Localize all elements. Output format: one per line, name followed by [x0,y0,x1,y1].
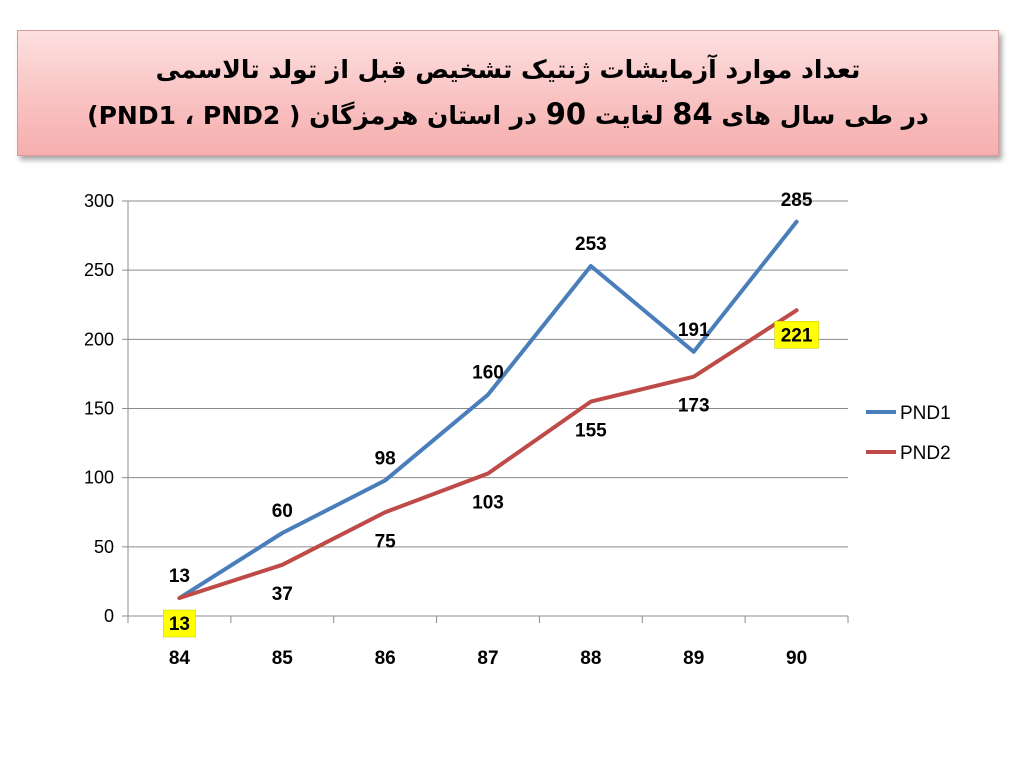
y-tick-label: 150 [84,399,114,419]
data-label-pnd2: 173 [678,396,710,417]
y-tick-label: 250 [84,260,114,280]
x-tick-label: 90 [786,648,807,669]
data-label-pnd2: 13 [169,614,190,635]
legend-label-pnd1: PND1 [900,403,951,424]
x-tick-label: 85 [272,648,294,669]
y-tick-label: 100 [84,468,114,488]
title-line-2-part-c: در استان هرمزگان [309,101,538,130]
title-year-start: 84 [672,97,713,131]
series-line-pnd2 [177,308,799,601]
data-label-pnd2: 103 [472,493,504,514]
series-lines [177,219,799,601]
x-tick-label: 86 [375,648,396,669]
x-tick-label: 84 [169,648,191,669]
data-label-pnd2: 221 [781,325,813,346]
y-tick-label: 50 [94,537,114,557]
data-label-pnd1: 191 [678,320,710,341]
legend: PND1 PND2 [866,403,951,464]
data-label-pnd2: 75 [375,531,397,552]
data-label-pnd1: 13 [169,566,190,587]
data-label-pnd1: 285 [781,190,813,211]
data-label-pnd1: 160 [472,363,504,384]
title-banner: تعداد موارد آزمایشات ژنتیک تشخیص قبل از … [17,30,999,156]
legend-label-pnd2: PND2 [900,443,951,464]
data-label-highlight [774,321,819,349]
grid-lines [128,200,848,548]
title-line-1: تعداد موارد آزمایشات ژنتیک تشخیص قبل از … [155,55,861,84]
data-label-pnd2: 155 [575,421,607,442]
title-line-2-part-b: لغایت [594,101,664,130]
y-tick-label: 0 [104,606,114,626]
y-tick-label: 300 [84,191,114,211]
data-label-pnd2: 37 [272,584,293,605]
title-line-2-part-a: (PND1 ، PND2 ) در طی سال های [87,101,929,130]
data-label-pnd1: 60 [272,501,293,522]
title-year-end: 90 [545,97,587,131]
x-tick-label: 89 [683,648,704,669]
axes: 0 50 100 150 200 250 300 84 85 86 87 88 89 90 [84,191,849,669]
data-labels: 13 60 98 160 253 191 285 13 37 75 103 155 173 221 [163,190,819,638]
y-tick-label: 200 [84,329,114,349]
x-tick-label: 88 [580,648,601,669]
data-label-pnd1: 98 [375,448,396,469]
data-label-highlight [163,609,196,638]
x-tick-label: 87 [477,648,498,669]
data-label-pnd1: 253 [575,234,607,255]
series-line-pnd1 [177,219,799,601]
title-line-2: (PND1 ، PND2 ) در طی سال های 84 لغایت 90… [87,92,929,138]
